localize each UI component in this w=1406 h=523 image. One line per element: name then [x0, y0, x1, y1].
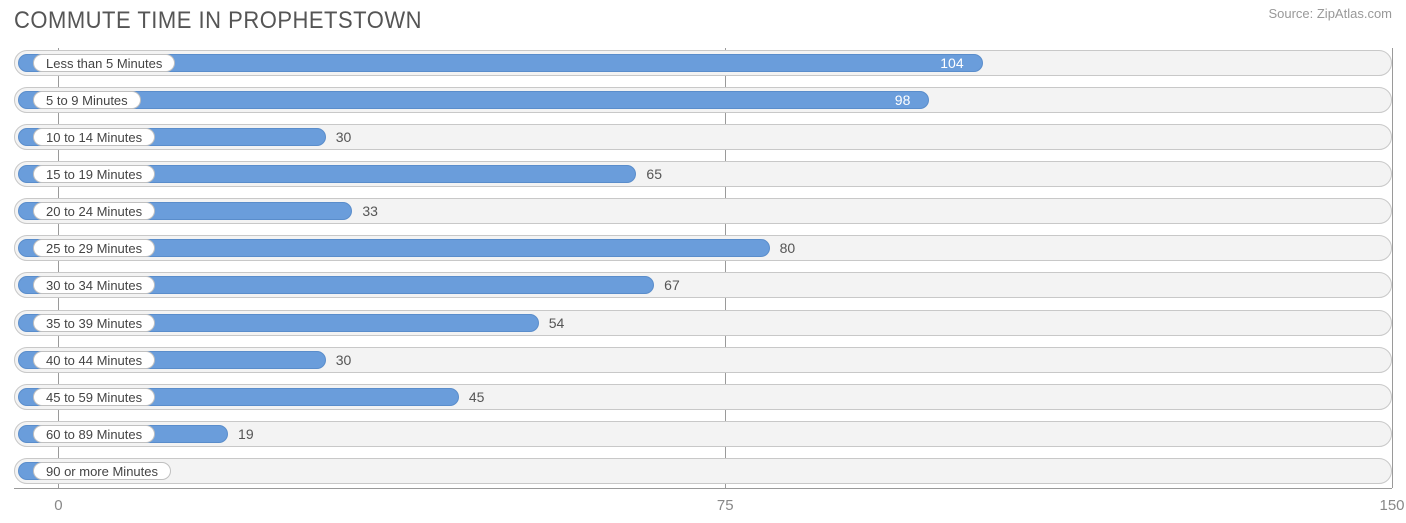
- bar-track: 67 30 to 34 Minutes: [14, 272, 1392, 298]
- bar-track: 45 45 to 59 Minutes: [14, 384, 1392, 410]
- bar-value-label: 54: [549, 314, 565, 332]
- category-pill: 45 to 59 Minutes: [33, 388, 155, 406]
- bar-value-label: 45: [469, 388, 485, 406]
- bar-track: 30 10 to 14 Minutes: [14, 124, 1392, 150]
- bar-track: 090 or more Minutes: [14, 458, 1392, 484]
- bar-value-label: 30: [336, 351, 352, 369]
- bar-value-label: 30: [336, 128, 352, 146]
- bar-rows: 104 Less than 5 Minutes 98 5 to 9 Minutes 30…: [14, 48, 1392, 488]
- bar-track: 98 5 to 9 Minutes: [14, 87, 1392, 113]
- bar-value-label: 67: [664, 276, 680, 294]
- axis-tick-label: 150: [1379, 497, 1404, 514]
- bar-track: 30 40 to 44 Minutes: [14, 347, 1392, 373]
- category-pill: 90 or more Minutes: [33, 462, 171, 480]
- category-pill: 20 to 24 Minutes: [33, 202, 155, 220]
- source-attribution: Source: ZipAtlas.com: [1268, 6, 1392, 21]
- chart-plot-area: 104 Less than 5 Minutes 98 5 to 9 Minutes 30…: [14, 48, 1392, 489]
- bar-track: 80 25 to 29 Minutes: [14, 235, 1392, 261]
- axis-tick-label: 0: [54, 497, 62, 514]
- bar-track: 33 20 to 24 Minutes: [14, 198, 1392, 224]
- bar-track: 19 60 to 89 Minutes: [14, 421, 1392, 447]
- grid-line: [1392, 48, 1393, 488]
- category-pill: 30 to 34 Minutes: [33, 276, 155, 294]
- bar-value-label: 33: [362, 202, 378, 220]
- category-pill: Less than 5 Minutes: [33, 54, 175, 72]
- category-pill: 40 to 44 Minutes: [33, 351, 155, 369]
- bar-value-label: 104: [940, 54, 963, 72]
- bar-track: 104 Less than 5 Minutes: [14, 50, 1392, 76]
- bar-value-label: 19: [238, 425, 254, 443]
- x-axis-labels: 075150: [14, 497, 1392, 517]
- category-pill: 5 to 9 Minutes: [33, 91, 141, 109]
- category-pill: 15 to 19 Minutes: [33, 165, 155, 183]
- category-pill: 25 to 29 Minutes: [33, 239, 155, 257]
- category-pill: 60 to 89 Minutes: [33, 425, 155, 443]
- category-pill: 10 to 14 Minutes: [33, 128, 155, 146]
- chart-title: COMMUTE TIME IN PROPHETSTOWN: [14, 6, 422, 35]
- category-pill: 35 to 39 Minutes: [33, 314, 155, 332]
- bar-value-label: 80: [780, 239, 796, 257]
- axis-tick-label: 75: [717, 497, 734, 514]
- bar: [18, 91, 929, 109]
- bar-value-label: 98: [895, 91, 911, 109]
- bar-track: 54 35 to 39 Minutes: [14, 310, 1392, 336]
- bar-value-label: 65: [646, 165, 662, 183]
- bar-track: 65 15 to 19 Minutes: [14, 161, 1392, 187]
